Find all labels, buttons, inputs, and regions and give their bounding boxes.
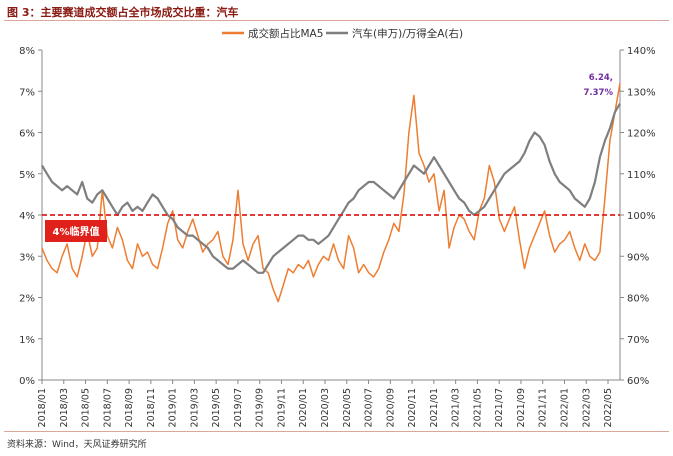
left-tick-label: 1% — [19, 335, 35, 346]
x-tick-label: 2019/05 — [211, 388, 222, 427]
left-tick-label: 3% — [19, 252, 35, 263]
x-tick-label: 2018/09 — [124, 388, 135, 427]
x-tick-label: 2020/01 — [298, 388, 309, 427]
top-rule — [4, 20, 669, 21]
right-tick-label: 70% — [627, 335, 649, 346]
left-tick-label: 8% — [19, 46, 35, 57]
x-tick-label: 2019/01 — [168, 388, 179, 427]
right-tick-label: 140% — [627, 46, 656, 57]
left-tick-label: 7% — [19, 87, 35, 98]
right-tick-label: 130% — [627, 87, 656, 98]
x-tick-label: 2021/07 — [494, 388, 505, 427]
source-note: 资料来源：Wind，天风证券研究所 — [7, 440, 147, 450]
left-tick-label: 0% — [19, 376, 35, 387]
x-tick-label: 2021/05 — [472, 388, 483, 427]
x-tick-label: 2018/01 — [37, 388, 48, 427]
x-tick-label: 2019/09 — [255, 388, 266, 427]
x-tick-label: 2022/05 — [603, 388, 614, 427]
series-line-relative-index — [41, 103, 621, 274]
left-tick-label: 2% — [19, 294, 35, 305]
x-tick-label: 2020/07 — [364, 388, 375, 427]
x-tick-label: 2018/05 — [81, 388, 92, 427]
plot-layer: 0% 1% 2% 3% 4% 5% 6% 7% 8% 60% 70% 80% 90% 100% 110% 12… — [19, 27, 655, 427]
bottom-rule — [4, 431, 669, 432]
right-tick-label: 60% — [627, 376, 649, 387]
x-tick-label: 2021/09 — [516, 388, 527, 427]
x-tick-label: 2019/11 — [276, 388, 287, 427]
x-tick-label: 2022/03 — [581, 388, 592, 427]
right-tick-label: 110% — [627, 170, 656, 181]
x-tick-label: 2022/01 — [559, 388, 570, 427]
x-tick-label: 2018/03 — [59, 388, 70, 427]
x-tick-label: 2020/05 — [342, 388, 353, 427]
x-tick-label: 2019/03 — [189, 388, 200, 427]
x-tick-label: 2018/07 — [102, 388, 113, 427]
left-tick-label: 5% — [19, 170, 35, 181]
x-tick-label: 2018/11 — [146, 388, 157, 427]
legend-label-relative-index: 汽车(申万)/万得全A(右) — [352, 27, 463, 40]
right-tick-label: 80% — [627, 294, 649, 305]
legend-label-turnover-ratio: 成交额占比MA5 — [248, 27, 323, 40]
right-tick-label: 90% — [627, 252, 649, 263]
x-tick-label: 2020/11 — [407, 388, 418, 427]
annotation-line1: 6.24, — [589, 73, 613, 83]
series-line-turnover-ratio — [41, 82, 621, 303]
threshold-label: 4%临界值 — [53, 225, 100, 238]
threshold-label-box — [45, 220, 107, 242]
x-tick-label: 2020/09 — [385, 388, 396, 427]
x-tick-label: 2021/03 — [451, 388, 462, 427]
x-tick-label: 2021/01 — [429, 388, 440, 427]
figure-title: 图 3：主要赛道成交额占全市场成交比重：汽车 — [7, 6, 239, 19]
right-tick-label: 100% — [627, 211, 656, 222]
right-tick-label: 120% — [627, 129, 656, 140]
x-tick-label: 2019/07 — [233, 388, 244, 427]
x-tick-label: 2021/11 — [538, 388, 549, 427]
left-tick-label: 6% — [19, 129, 35, 140]
annotation-line2: 7.37% — [584, 88, 614, 98]
x-tick-label: 2020/03 — [320, 388, 331, 427]
left-tick-label: 4% — [19, 211, 35, 222]
